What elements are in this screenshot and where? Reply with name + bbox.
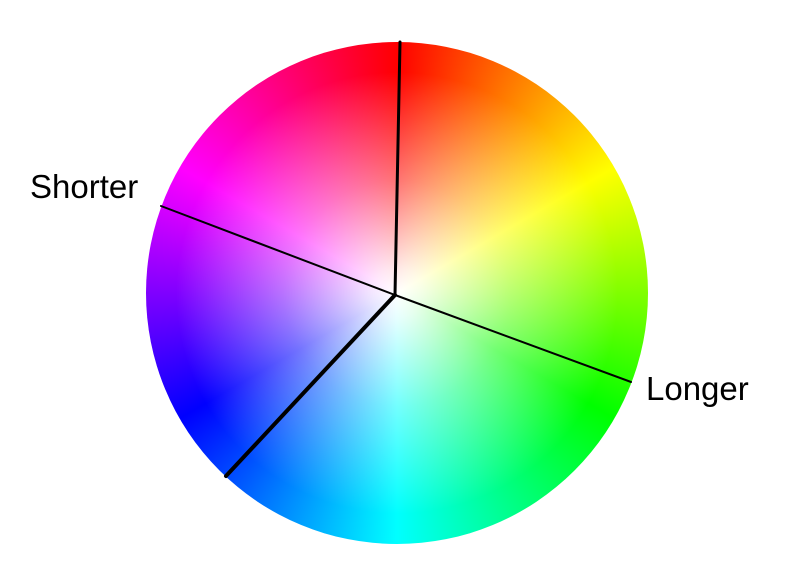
longer-label: Longer <box>646 370 749 407</box>
hue-color-wheel <box>146 42 648 544</box>
shorter-label: Shorter <box>30 168 139 205</box>
